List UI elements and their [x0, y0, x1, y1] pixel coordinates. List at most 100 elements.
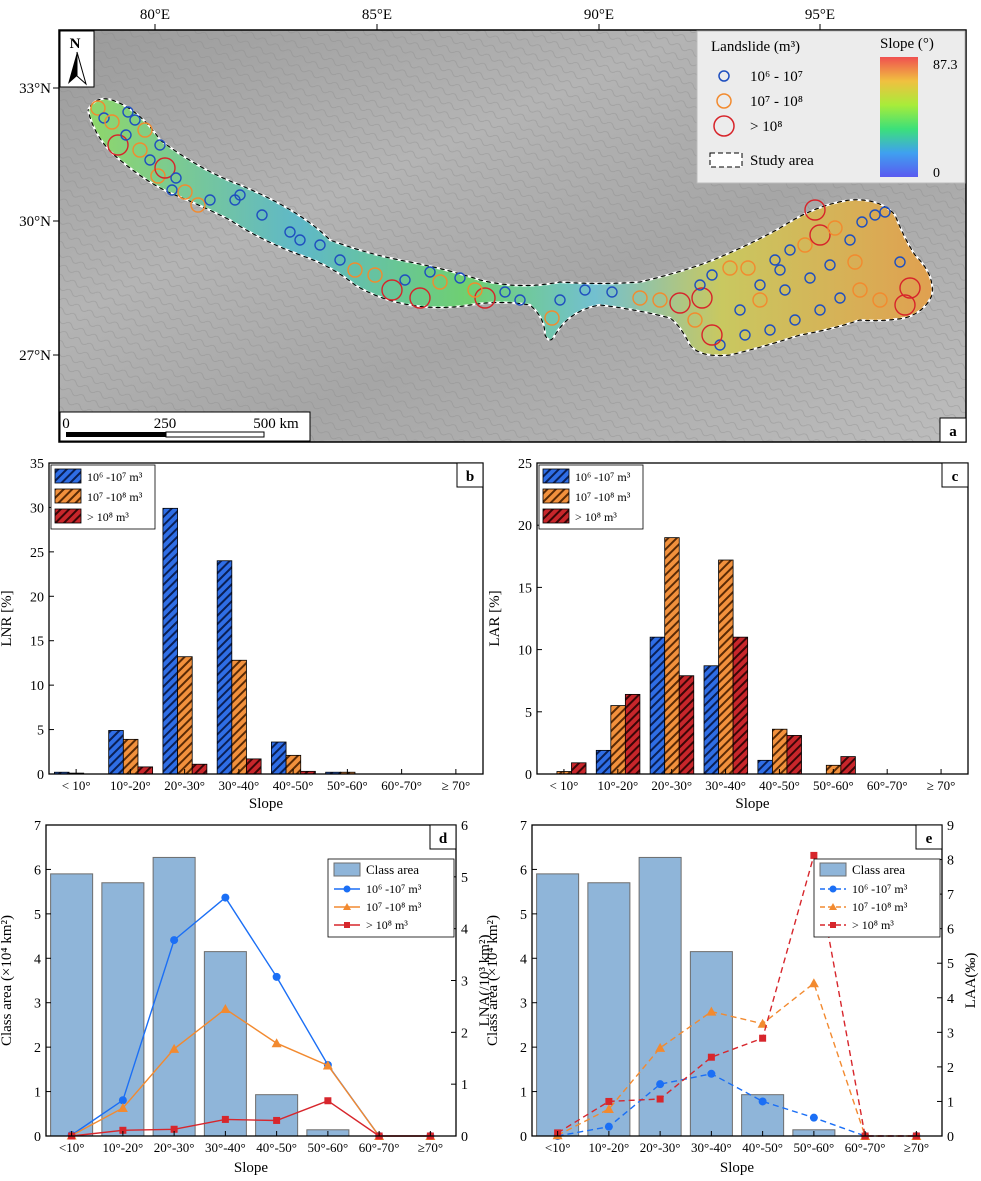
x-tick-label: 50°-60°	[308, 1140, 349, 1155]
y-tick-label: 9	[947, 819, 954, 834]
data-point	[220, 1004, 231, 1014]
landslide-marker	[899, 277, 921, 299]
legend-label: 10⁷ -10⁸ m³	[575, 490, 631, 504]
landslide-marker	[739, 329, 751, 341]
data-point	[119, 1126, 127, 1134]
class-area-bar	[536, 873, 580, 1137]
bar-> 10⁸ m³	[786, 735, 802, 775]
bar-10⁷ -10⁸ m³	[664, 537, 680, 775]
bar-> 10⁸ m³	[624, 693, 641, 775]
legend-swatch	[542, 488, 570, 504]
y-tick-label: 4	[461, 923, 468, 938]
landslide-marker	[722, 260, 738, 276]
landslide-marker	[150, 168, 166, 184]
series-line	[71, 1008, 431, 1137]
bar-10⁷ -10⁸ m³	[772, 728, 788, 775]
y-tick-label: 5	[947, 957, 954, 972]
data-point	[808, 978, 819, 988]
landslide-marker	[314, 239, 326, 251]
x-axis-label: Slope	[735, 796, 770, 812]
landslide-marker	[784, 244, 796, 256]
y-tick-label: 25	[518, 457, 532, 472]
lat-tick-label: 33°N	[19, 81, 51, 97]
y-axis-label: LNR [%]	[0, 590, 15, 646]
bar-10⁶ -10⁷ m³	[108, 730, 124, 775]
panel-letter-box	[941, 462, 969, 488]
x-tick-label: ≥70°	[904, 1140, 929, 1155]
data-point	[655, 1042, 666, 1052]
landslide-marker	[740, 260, 756, 276]
bar-> 10⁸ m³	[246, 758, 262, 775]
landslide-marker	[399, 274, 411, 286]
x-tick-label: 60°-70°	[359, 1140, 400, 1155]
x-tick-label: ≥ 70°	[442, 778, 471, 793]
bar-> 10⁸ m³	[571, 762, 587, 775]
y-tick-label: 1	[947, 1095, 954, 1110]
data-point	[757, 1018, 768, 1028]
landslide-marker	[606, 286, 618, 298]
landslide-marker	[170, 172, 182, 184]
landslide-marker	[137, 122, 153, 138]
landslide-marker	[844, 234, 856, 246]
landslide-marker	[122, 106, 134, 118]
landslide-marker	[804, 199, 826, 221]
landslide-marker	[381, 279, 403, 301]
legend-label: 10⁶ -10⁷ m³	[87, 470, 143, 484]
legend-marker	[830, 922, 836, 928]
chart-panel-c: 0 5 10 15 20 25 < 10° 10°-20° 20°-30° 30°-40° 40°-…	[487, 457, 969, 812]
bar-10⁶ -10⁷ m³	[649, 636, 666, 775]
bar-10⁷ -10⁸ m³	[231, 659, 247, 775]
y-axis-label: LAR [%]	[487, 590, 503, 646]
lon-tick-label: 85°E	[362, 7, 392, 23]
y-tick-label: 0	[37, 768, 44, 783]
legend-label: 10⁷ -10⁸ m³	[852, 900, 908, 914]
legend-label: 10⁶ -10⁷ m³	[366, 882, 422, 896]
longitude-ticks: 80°E 85°E 90°E 95°E	[140, 7, 835, 30]
y-tick-label: 1	[520, 1086, 527, 1101]
map-panel: 80°E 85°E 90°E 95°E 33°N 30°N 27°N N 0 2…	[19, 7, 967, 443]
y-tick-label: 0	[525, 768, 532, 783]
landslide-marker	[691, 287, 713, 309]
legend-marker	[829, 903, 837, 910]
landslide-marker	[701, 324, 723, 346]
landslide-marker	[467, 282, 483, 298]
panel-letter: c	[952, 469, 959, 485]
data-point	[809, 1113, 818, 1122]
legend-swatch	[819, 862, 847, 877]
y-tick-label: 5	[34, 908, 41, 923]
data-point	[272, 972, 281, 981]
legend-marker	[344, 922, 350, 928]
landslide-marker	[154, 157, 176, 179]
bar-10⁶ -10⁷ m³	[703, 665, 719, 775]
y-tick-label: 2	[461, 1026, 468, 1041]
landslide-marker	[409, 287, 431, 309]
x-tick-label: 50°-60°	[813, 778, 854, 793]
legend-swatch	[54, 508, 82, 524]
y-tick-label: 4	[947, 992, 954, 1007]
y-tick-label: 2	[34, 1041, 41, 1056]
landslide-marker	[454, 272, 466, 284]
panel-letter-box	[915, 824, 943, 850]
x-tick-label: 30°-40°	[205, 1140, 246, 1155]
slope-colorbar	[880, 57, 918, 177]
y-tick-label: 25	[30, 546, 44, 561]
legend-label: > 10⁸ m³	[366, 918, 408, 932]
landslide-marker	[347, 262, 363, 278]
y-tick-label: 2	[947, 1061, 954, 1076]
landslide-marker	[687, 312, 703, 328]
y-tick-label: 0	[520, 1130, 527, 1145]
x-tick-label: 20°-30°	[640, 1140, 681, 1155]
landslide-marker	[879, 206, 891, 218]
latitude-ticks: 33°N 30°N 27°N	[19, 81, 59, 364]
data-point	[273, 1116, 281, 1124]
y-axis-label: LAA(‰)	[963, 953, 979, 1009]
landslide-marker	[166, 184, 178, 196]
x-tick-label: 40°-50°	[273, 778, 314, 793]
data-point	[707, 1069, 716, 1078]
chart-panel-e: 0 1 2 3 4 5 6 7 0 1 2 3 4 5 6 7 8 9 <10° 10°-20° 20°-30° 30°-…	[485, 819, 979, 1176]
study-area-belt	[86, 97, 934, 357]
legend-item-class1: 10⁶ - 10⁷	[750, 69, 803, 85]
y-tick-label: 5	[461, 871, 468, 886]
bar-> 10⁸ m³	[191, 763, 208, 775]
